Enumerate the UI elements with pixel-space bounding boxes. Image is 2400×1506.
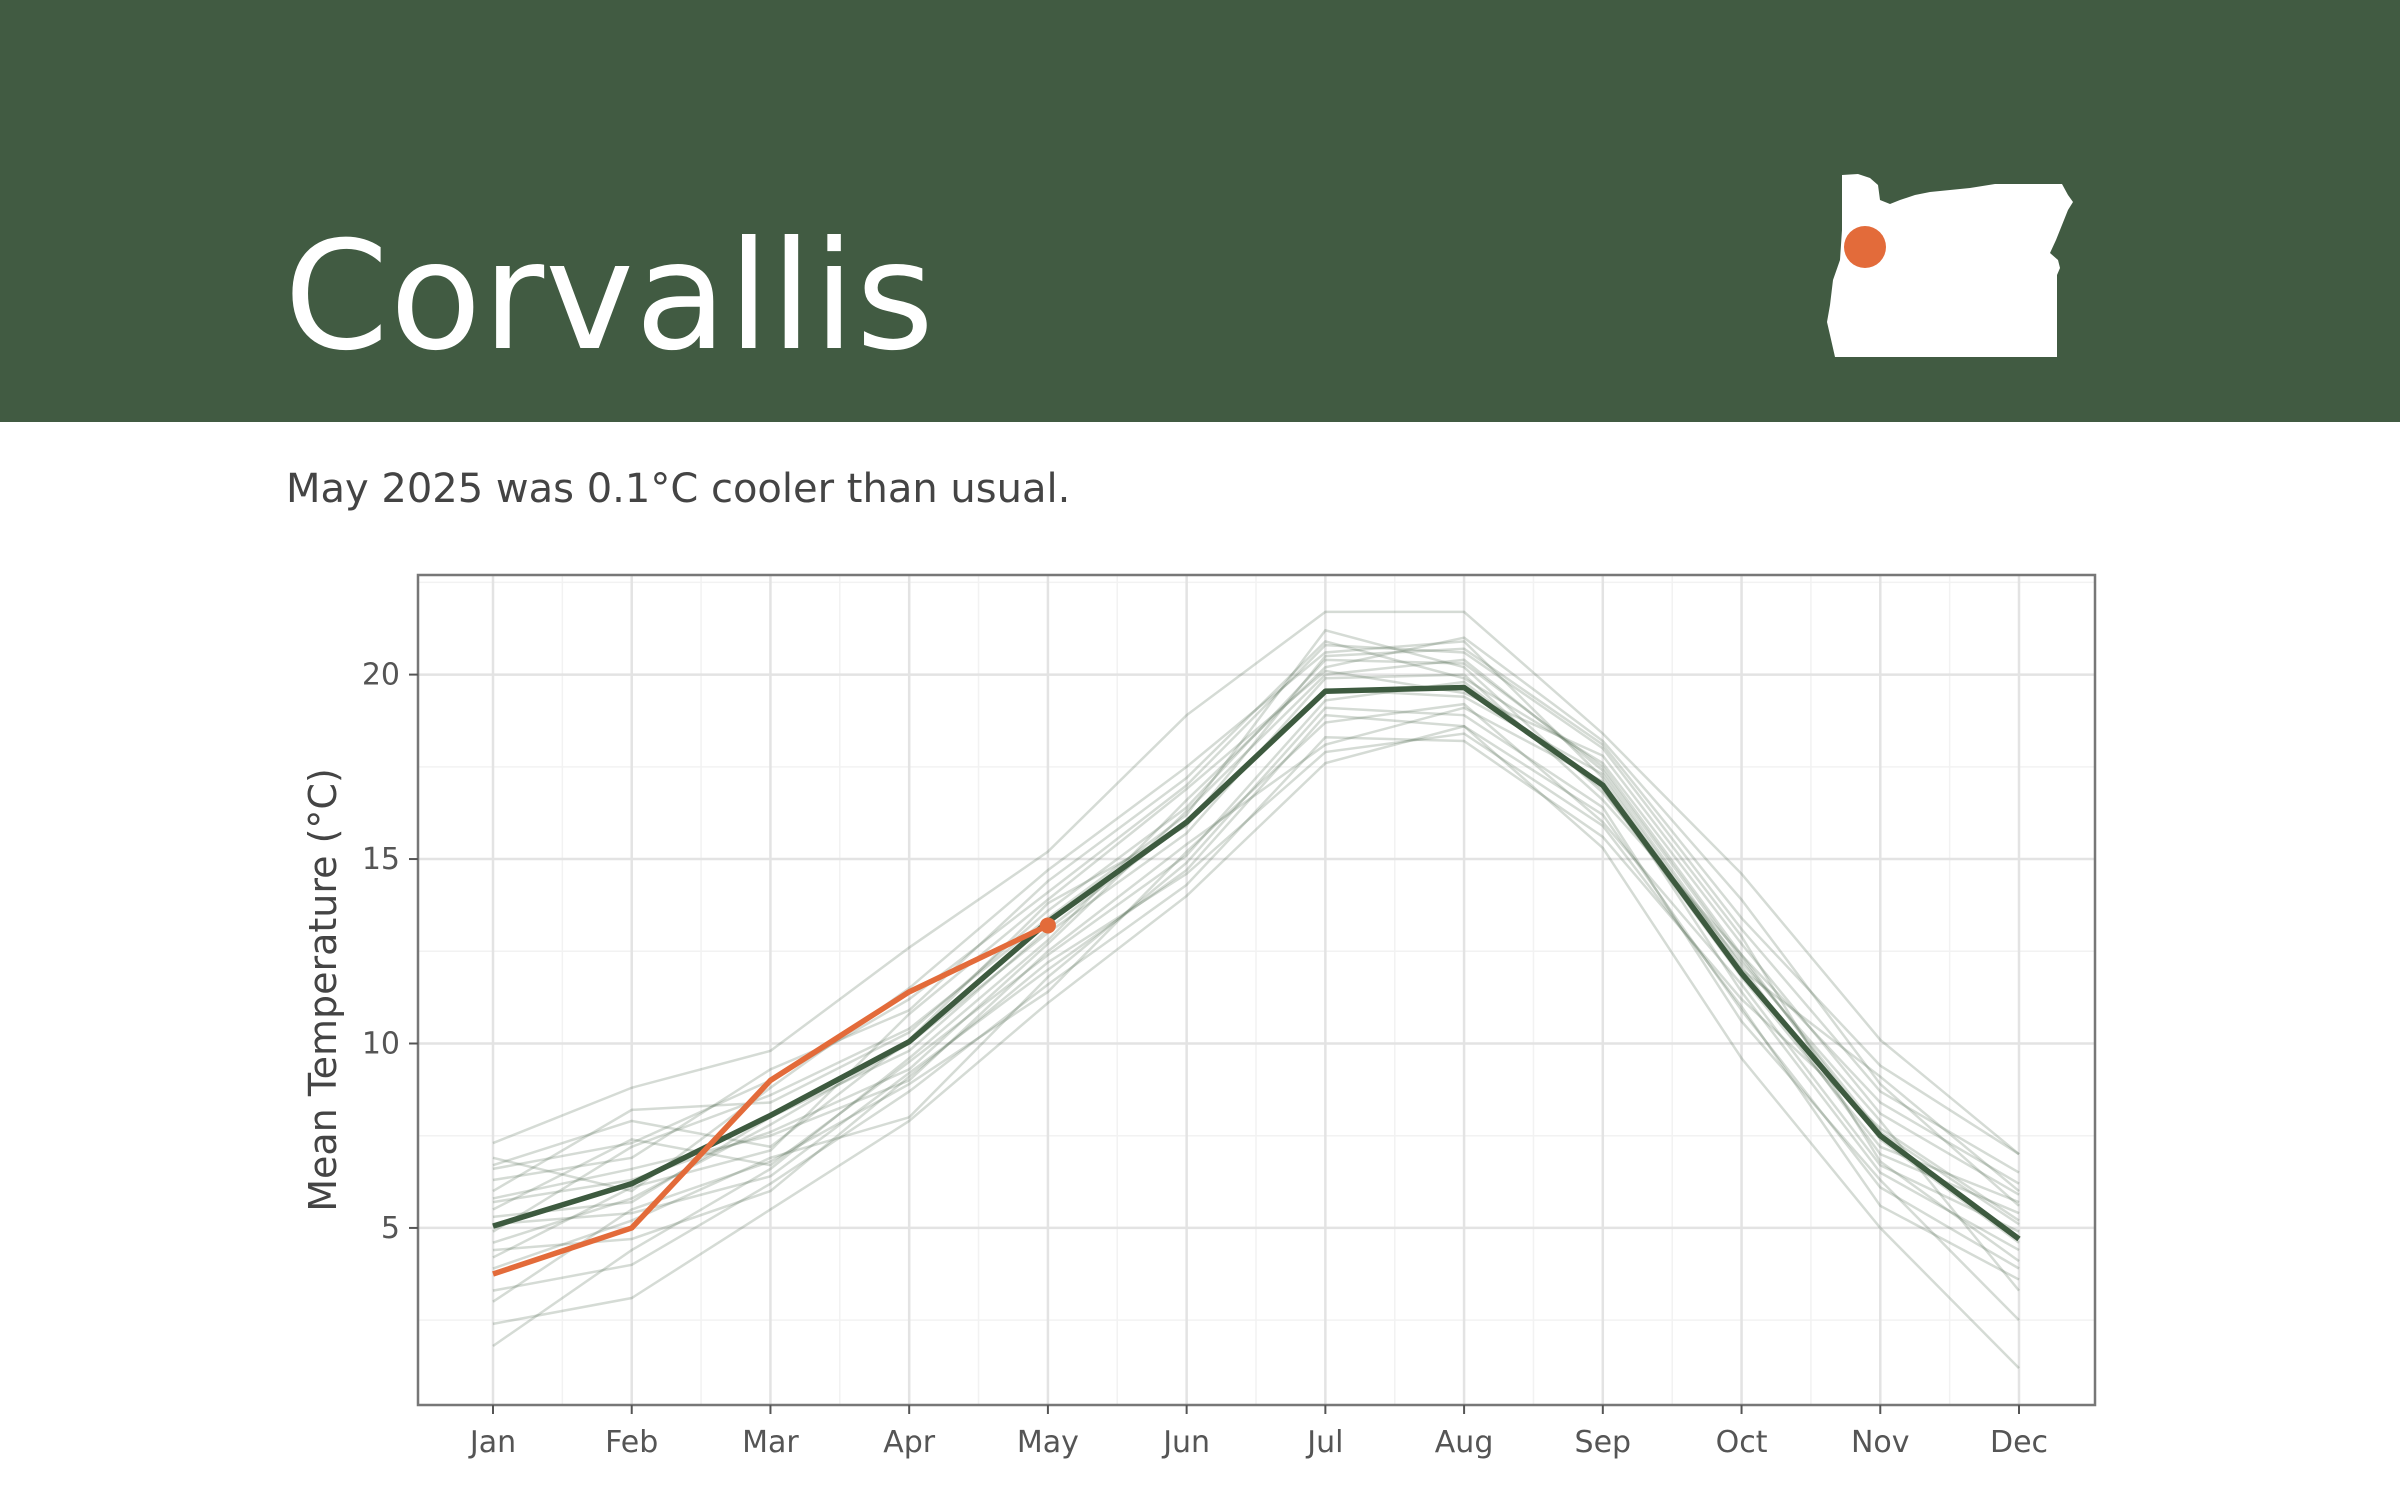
y-tick-label: 15 (362, 842, 400, 877)
x-tick-label: Jun (1161, 1425, 1210, 1460)
oregon-state-map-icon (1827, 174, 2073, 357)
current-month-point (1039, 917, 1056, 934)
x-tick-label: Feb (605, 1425, 658, 1460)
historical-year-line (492, 680, 2020, 1211)
historical-year-line (492, 713, 2020, 1270)
mean-line (492, 684, 2021, 1242)
grid (418, 575, 2095, 1405)
historical-year-line (492, 640, 2020, 1196)
x-tick-label: Dec (1990, 1425, 2048, 1460)
y-tick-label: 10 (362, 1026, 400, 1061)
x-tick-label: May (1017, 1425, 1079, 1460)
historical-year-line (492, 658, 2020, 1226)
x-tick-label: Jul (1305, 1425, 1343, 1460)
historical-year-line (492, 736, 2020, 1292)
historical-year-line (492, 732, 2020, 1281)
summary-text: May 2025 was 0.1°C cooler than usual. (286, 466, 1071, 512)
historical-year-line (492, 724, 2020, 1369)
historical-year-line (492, 636, 2020, 1348)
historical-year-line (492, 669, 2020, 1263)
historical-year-line (492, 610, 2020, 1156)
y-tick-label: 5 (381, 1211, 400, 1246)
historical-year-line (492, 647, 2020, 1167)
location-marker (1844, 226, 1886, 268)
x-tick-label: Oct (1716, 1425, 1768, 1460)
y-axis-label: Mean Temperature (°C) (301, 768, 345, 1212)
plot-border (416, 573, 2097, 1407)
x-tick-label: Aug (1435, 1425, 1494, 1460)
page-title: Corvallis (284, 210, 936, 384)
y-tick-label: 20 (362, 658, 400, 693)
header-banner: Corvallis (0, 0, 2400, 422)
main-lines (492, 684, 2021, 1277)
historical-year-line (492, 706, 2020, 1252)
historical-year-line (492, 702, 2020, 1303)
historical-year-line (492, 643, 2020, 1174)
x-tick-label: Jan (468, 1425, 516, 1460)
x-tick-label: Apr (883, 1425, 936, 1460)
x-tick-label: Sep (1575, 1425, 1632, 1460)
x-tick-label: Nov (1851, 1425, 1910, 1460)
historical-year-line (492, 706, 2020, 1322)
x-tick-label: Mar (742, 1425, 799, 1460)
axes: Jan Feb Mar Apr May Jun Jul Aug Sep Oct Nov Dec 5 10 1… (362, 658, 2048, 1460)
current-year-line (492, 922, 1050, 1277)
